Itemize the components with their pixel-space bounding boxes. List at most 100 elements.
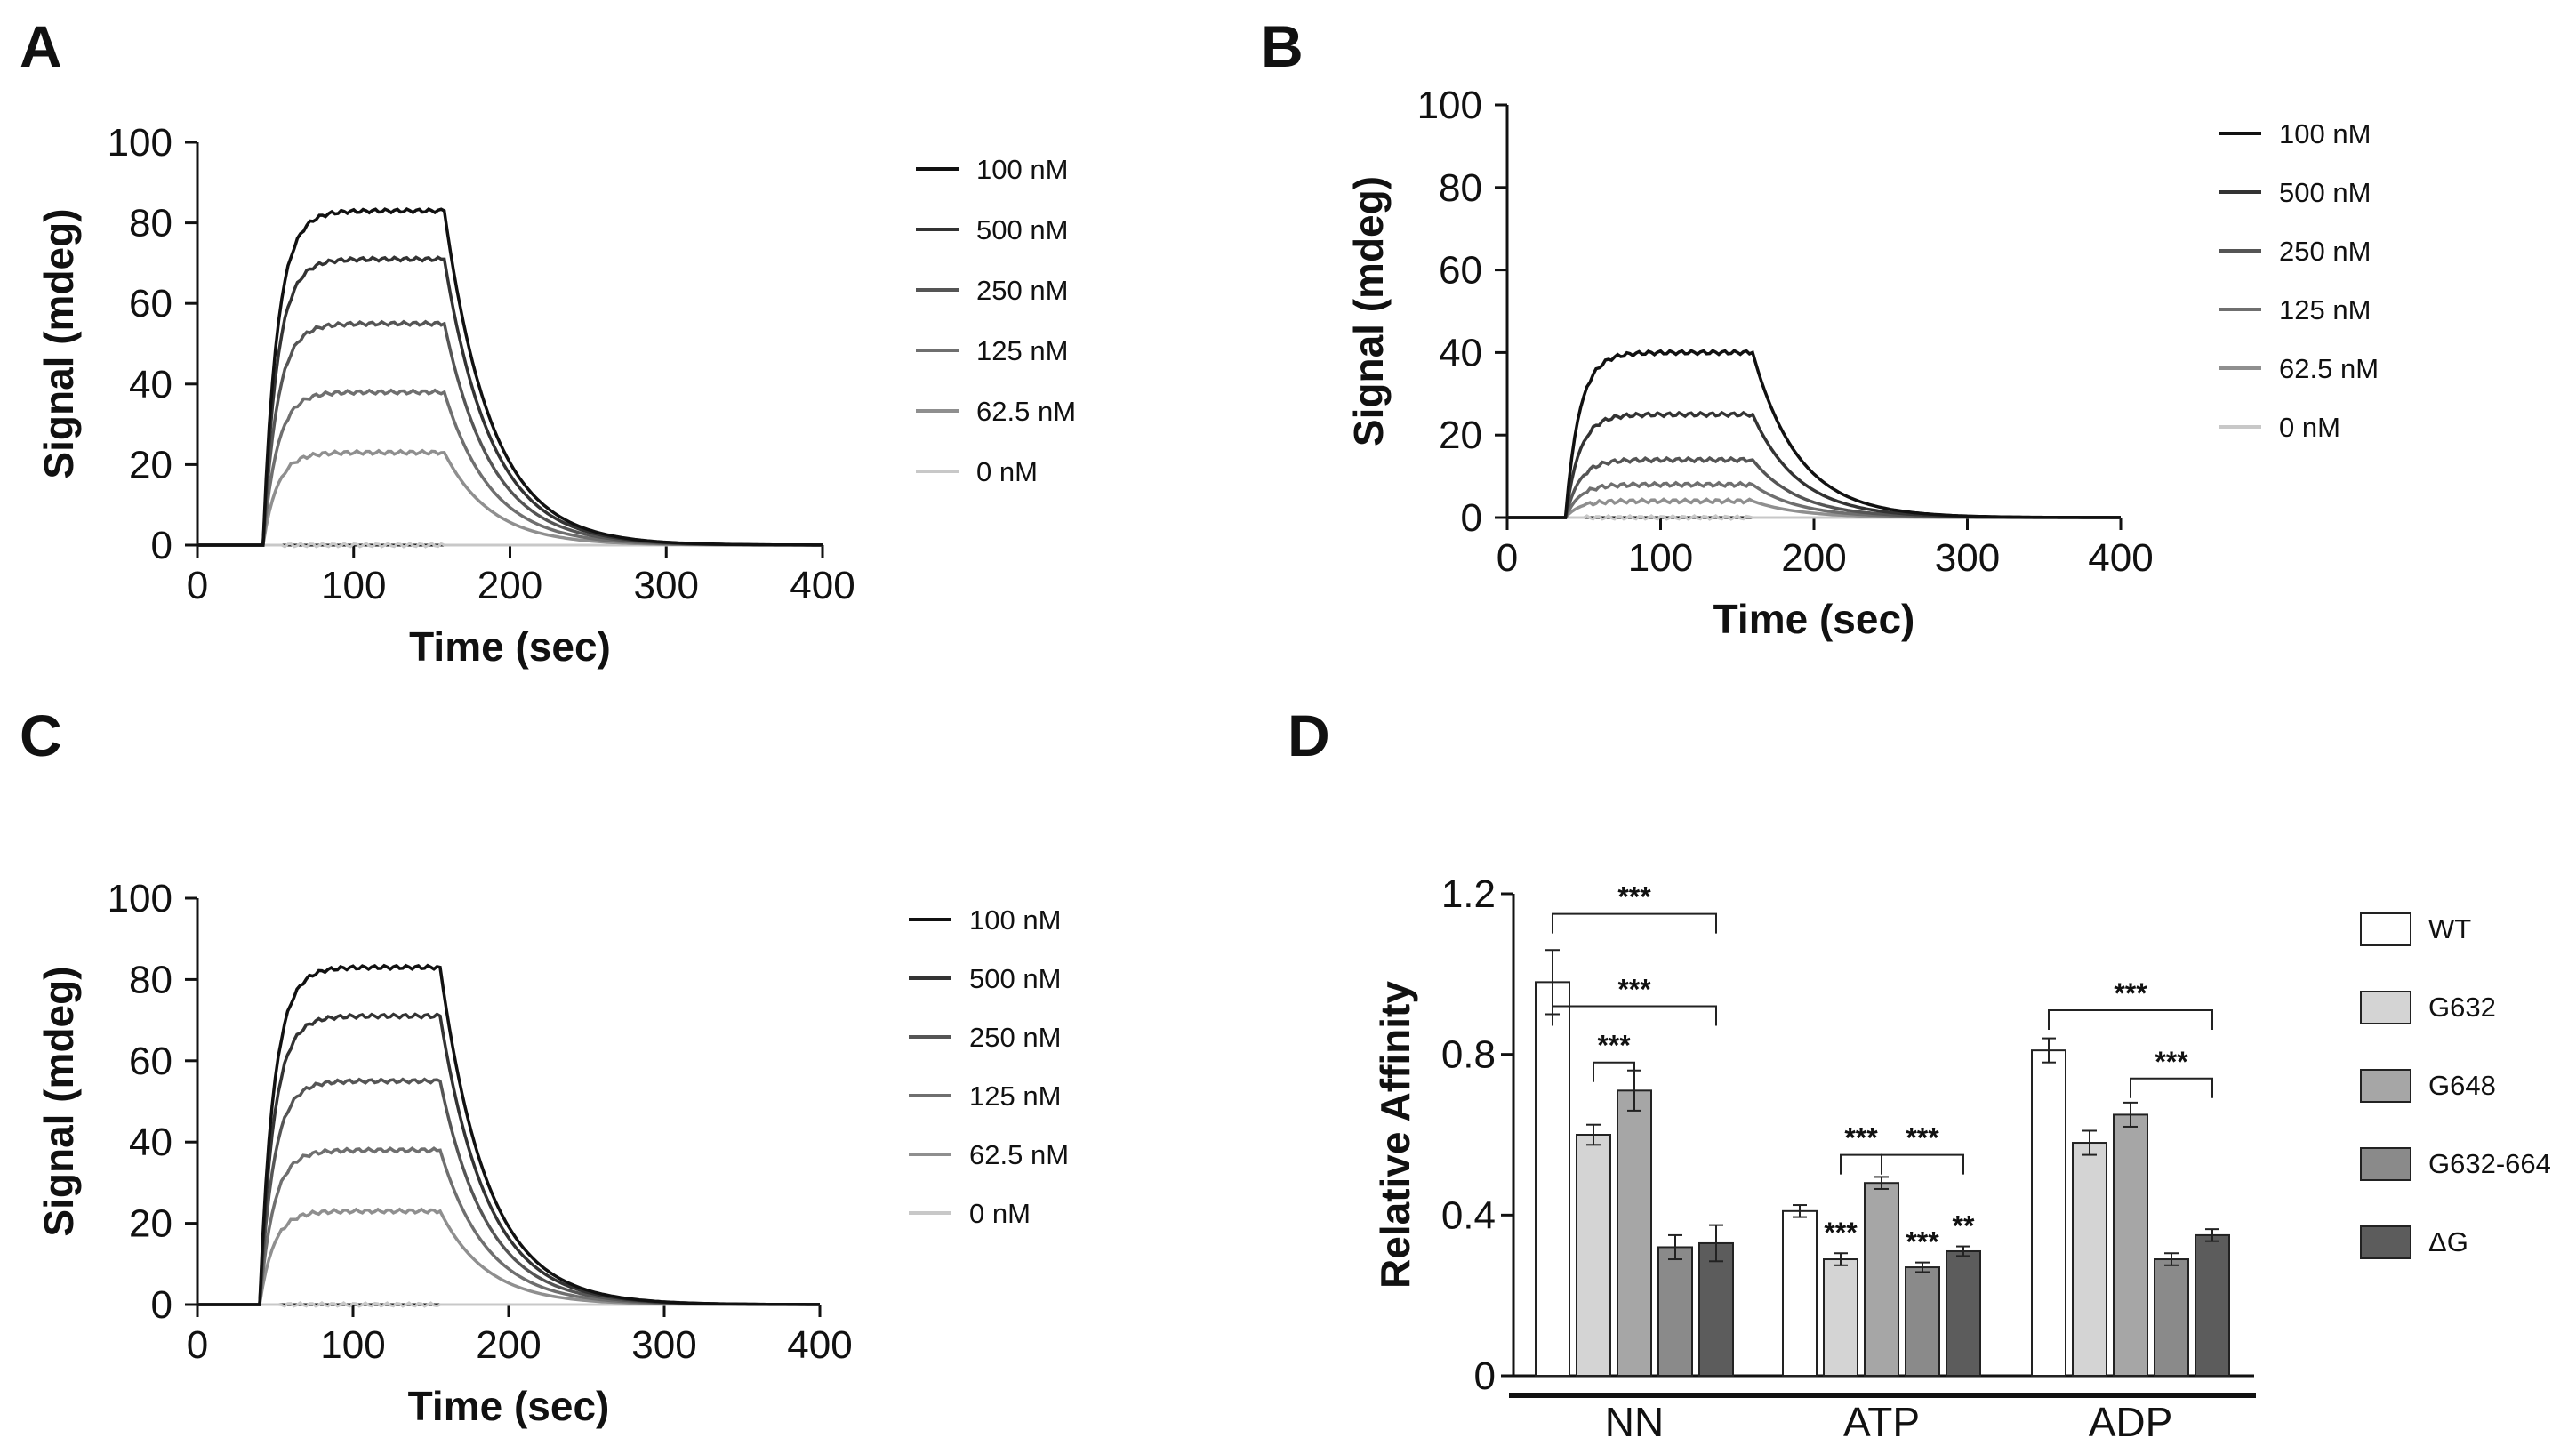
series-line-500-nm — [197, 255, 823, 547]
legend-label: 250 nM — [2279, 236, 2371, 267]
y-tick-label: 40 — [129, 1121, 173, 1164]
panel-b-binding-curves: 0 20 40 60 80 100 0 100 200 300 400 Time (sec) Signa… — [1345, 84, 2379, 642]
x-tick-label: 200 — [1781, 536, 1846, 580]
significance-stars: *** — [1906, 1122, 1939, 1154]
bar-adp-g648 — [2113, 1113, 2148, 1377]
significance-stars: *** — [2155, 1046, 2188, 1078]
significance-bracket — [1552, 912, 1717, 934]
legend-label: 0 nM — [2279, 412, 2340, 443]
series-line-62-5-nm — [197, 1207, 820, 1306]
bar-adp-g632 — [2072, 1142, 2107, 1377]
significance-bracket — [1593, 1061, 1635, 1082]
x-tick-label: 0 — [187, 1323, 208, 1367]
y-tick-label: 0 — [1461, 496, 1482, 540]
legend-label: 0 nM — [976, 456, 1038, 487]
legend-label: 250 nM — [969, 1022, 1061, 1053]
x-axis-title: Time (sec) — [1713, 596, 1915, 642]
x-tick-label: 200 — [477, 564, 542, 607]
bar-atp-g632-664 — [1905, 1266, 1940, 1378]
series-line-500-nm — [197, 1012, 820, 1306]
bar-atp-g648 — [1864, 1182, 1899, 1377]
y-tick-label: 20 — [129, 1202, 173, 1246]
category-label: ADP — [2089, 1399, 2173, 1445]
significance-bracket — [1881, 1153, 1964, 1175]
x-tick-label: 300 — [634, 564, 699, 607]
y-tick-label: 60 — [1439, 249, 1482, 293]
bar-nn-wt — [1535, 981, 1570, 1378]
bar-significance-stars: *** — [1824, 1217, 1858, 1249]
y-tick-label: 40 — [1439, 331, 1482, 374]
x-tick-label: 200 — [476, 1323, 541, 1367]
x-tick-label: 0 — [1497, 536, 1518, 580]
legend-label: 62.5 nM — [969, 1139, 1069, 1170]
panel-label-a: A — [20, 13, 62, 79]
x-tick-label: 400 — [2088, 536, 2153, 580]
y-tick-label: 80 — [129, 202, 173, 245]
panel-a-binding-curves: 0 20 40 60 80 100 0 100 200 300 400 Time (sec) Signa… — [36, 121, 1076, 670]
y-tick-label: 40 — [129, 363, 173, 406]
y-axis-title: Signal (mdeg) — [36, 208, 82, 478]
y-tick-label: 80 — [1439, 166, 1482, 210]
x-tick-label: 100 — [1628, 536, 1693, 580]
bar-adp--g — [2195, 1233, 2230, 1377]
legend-label: 500 nM — [969, 963, 1061, 994]
bar-atp-g632 — [1823, 1258, 1858, 1378]
legend-label: ΔG — [2428, 1226, 2468, 1257]
bar-nn-g632-664 — [1657, 1246, 1693, 1378]
series-line-100-nm — [1507, 349, 2121, 519]
legend-label: WT — [2428, 913, 2471, 944]
legend-label: 250 nM — [976, 275, 1068, 306]
y-tick-label: 100 — [1417, 84, 1482, 127]
y-tick-label: 80 — [129, 958, 173, 1001]
y-tick-label: 100 — [108, 121, 173, 165]
bar-adp-wt — [2031, 1049, 2066, 1378]
significance-stars: *** — [1617, 973, 1651, 1005]
y-tick-label: 100 — [108, 877, 173, 920]
y-axis-title: Signal (mdeg) — [1345, 176, 1392, 446]
significance-stars: *** — [1617, 881, 1651, 913]
significance-bracket — [1840, 1153, 1882, 1175]
significance-stars: *** — [1844, 1122, 1878, 1154]
y-tick-label: 0 — [151, 524, 173, 567]
y-tick-label: 1.2 — [1441, 872, 1496, 916]
legend-label: 125 nM — [969, 1080, 1061, 1112]
legend-label: G632-664 — [2428, 1148, 2551, 1179]
legend-swatch — [2360, 1225, 2411, 1259]
y-tick-label: 60 — [129, 1040, 173, 1083]
x-axis-title: Time (sec) — [408, 1383, 610, 1429]
x-tick-label: 100 — [321, 564, 386, 607]
bar-nn-g632 — [1576, 1134, 1611, 1377]
y-tick-label: 0 — [1474, 1354, 1496, 1398]
legend-label: 500 nM — [2279, 177, 2371, 208]
panel-label-c: C — [20, 703, 62, 768]
bar-significance-stars: ** — [1953, 1210, 1975, 1242]
legend-swatch — [2360, 912, 2411, 946]
significance-bracket — [2130, 1077, 2213, 1098]
significance-stars: *** — [1597, 1030, 1631, 1062]
x-tick-label: 0 — [187, 564, 208, 607]
legend-label: 100 nM — [976, 154, 1068, 185]
y-tick-label: 0 — [151, 1283, 173, 1327]
legend-swatch — [2360, 1069, 2411, 1103]
y-tick-label: 0.4 — [1441, 1193, 1496, 1237]
bar-atp--g — [1946, 1249, 1981, 1377]
bar-significance-stars: *** — [1906, 1226, 1939, 1258]
y-axis-title: Signal (mdeg) — [36, 966, 82, 1236]
y-tick-label: 0.8 — [1441, 1033, 1496, 1077]
panel-label-d: D — [1288, 703, 1330, 768]
series-line-250-nm — [197, 319, 823, 547]
significance-stars: *** — [2114, 977, 2147, 1009]
legend-label: G632 — [2428, 992, 2496, 1023]
bar-adp-g632-664 — [2154, 1258, 2189, 1378]
legend-label: 125 nM — [976, 335, 1068, 366]
legend-label: G648 — [2428, 1070, 2496, 1101]
y-axis-title: Relative Affinity — [1372, 981, 1418, 1289]
legend-label: 100 nM — [2279, 118, 2371, 149]
y-tick-label: 60 — [129, 282, 173, 325]
bar-nn-g648 — [1617, 1089, 1652, 1377]
legend-label: 500 nM — [976, 214, 1068, 245]
legend-label: 100 nM — [969, 904, 1061, 936]
panel-label-b: B — [1261, 13, 1304, 79]
